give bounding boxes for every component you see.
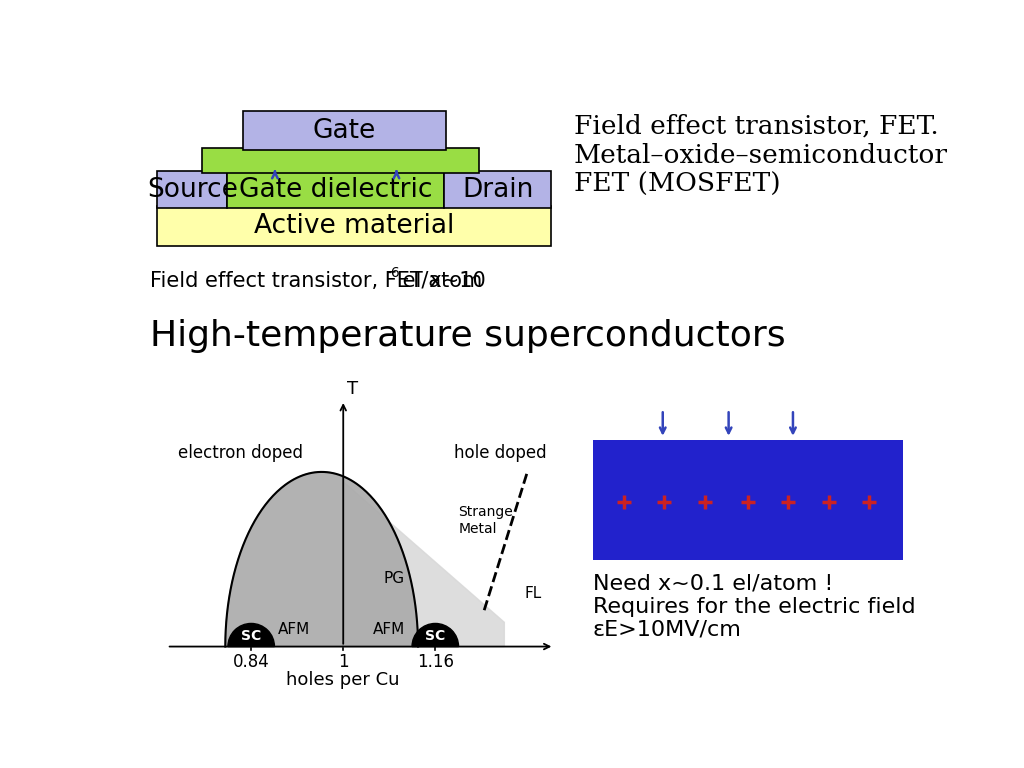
Text: SC: SC xyxy=(241,629,261,643)
Text: Field effect transistor, FET.
Metal–oxide–semiconductor
FET (MOSFET): Field effect transistor, FET. Metal–oxid… xyxy=(573,114,947,197)
Text: AFM: AFM xyxy=(279,622,310,637)
Bar xyxy=(227,171,444,208)
Text: 1: 1 xyxy=(338,653,348,670)
Text: AFM: AFM xyxy=(373,622,406,637)
Text: PG: PG xyxy=(384,571,404,586)
Wedge shape xyxy=(228,624,274,647)
Text: Active material: Active material xyxy=(254,214,455,239)
Text: 0.84: 0.84 xyxy=(232,653,269,670)
Bar xyxy=(593,440,903,560)
Text: High-temperature superconductors: High-temperature superconductors xyxy=(150,319,785,353)
Bar xyxy=(444,171,551,208)
Text: -6: -6 xyxy=(386,266,399,280)
Text: FL: FL xyxy=(524,586,542,601)
Text: T: T xyxy=(347,380,358,398)
Text: hole doped: hole doped xyxy=(454,444,547,462)
Text: Drain: Drain xyxy=(462,177,534,203)
Polygon shape xyxy=(225,472,418,647)
Text: el/atom: el/atom xyxy=(396,271,482,291)
Text: Field effect transistor, FET x~10: Field effect transistor, FET x~10 xyxy=(150,271,485,291)
Wedge shape xyxy=(412,624,459,647)
Text: holes per Cu: holes per Cu xyxy=(287,671,400,689)
Text: electron doped: electron doped xyxy=(178,444,303,462)
Bar xyxy=(158,171,227,208)
Polygon shape xyxy=(343,482,505,647)
Text: SC: SC xyxy=(425,629,445,643)
Text: 1.16: 1.16 xyxy=(417,653,454,670)
Text: Strange
Metal: Strange Metal xyxy=(459,505,513,535)
Bar xyxy=(202,148,479,173)
Text: Gate dielectric: Gate dielectric xyxy=(239,177,432,203)
Text: Source: Source xyxy=(146,177,238,203)
Text: Gate: Gate xyxy=(312,118,376,144)
Bar xyxy=(243,111,445,150)
Text: Need x~0.1 el/atom !
Requires for the electric field
εE>10MV/cm: Need x~0.1 el/atom ! Requires for the el… xyxy=(593,574,915,640)
Bar xyxy=(158,206,551,247)
